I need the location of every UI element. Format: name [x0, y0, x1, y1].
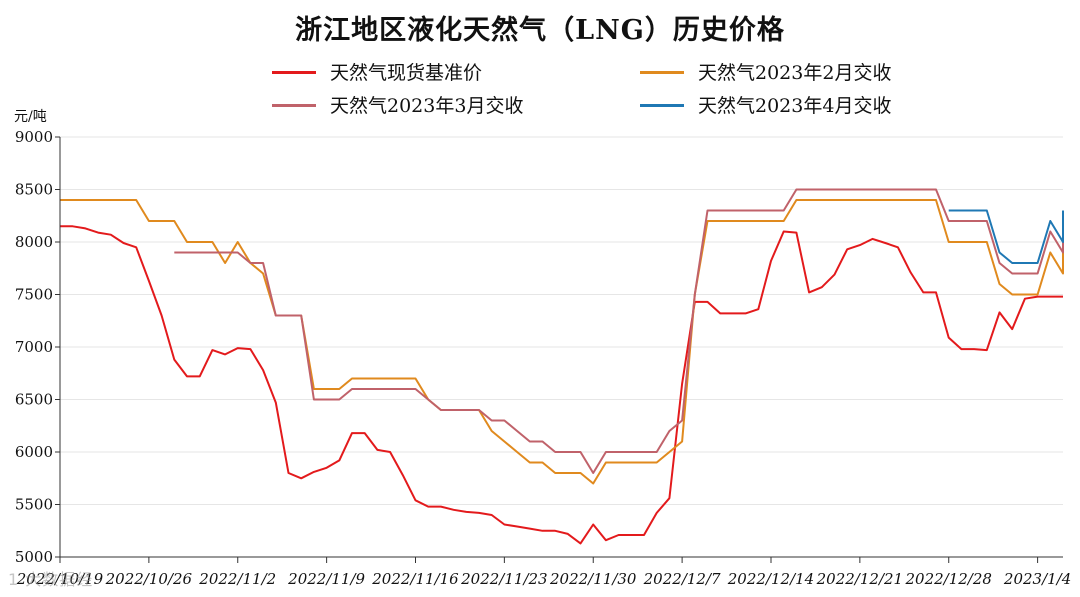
series-line-2 [174, 188, 1064, 474]
x-tick-label: 2022/11/16 [371, 570, 459, 588]
legend-item-feb: 天然气2023年2月交收 [640, 58, 891, 85]
legend-label-mar: 天然气2023年3月交收 [330, 95, 524, 117]
grid-lines [60, 136, 1063, 505]
legend-swatch-mar [272, 103, 316, 107]
x-tick-label: 2022/12/14 [727, 570, 814, 588]
series-line-0 [60, 225, 1063, 545]
axes [59, 137, 1063, 558]
chart-title: 浙江地区液化天然气（LNG）历史价格 [295, 15, 785, 46]
y-tick-label: 5000 [15, 548, 53, 566]
series-line-1 [60, 199, 1064, 485]
x-tick-label: 2023/1/4 [1003, 570, 1071, 588]
y-tick-label: 7500 [15, 286, 53, 304]
y-tick-label: 8500 [15, 181, 53, 199]
series-lines [60, 188, 1064, 545]
legend-label-apr: 天然气2023年4月交收 [698, 95, 892, 117]
x-tick-label: 2022/11/2 [198, 570, 276, 588]
legend-swatch-spot [272, 70, 316, 74]
y-tick-label: 6500 [15, 391, 53, 409]
legend-item-mar: 天然气2023年3月交收 [272, 91, 523, 118]
y-tick-label: 7000 [15, 338, 53, 356]
legend-label-spot: 天然气现货基准价 [330, 62, 483, 84]
y-axis-unit: 元/吨 [14, 109, 47, 125]
x-tick-label: 2022/10/19 [16, 570, 104, 588]
x-tick-label: 2022/11/9 [287, 570, 365, 588]
x-tick-label: 2022/11/30 [549, 570, 637, 588]
legend-item-apr: 天然气2023年4月交收 [640, 91, 891, 118]
legend-label-feb: 天然气2023年2月交收 [698, 62, 892, 84]
y-axis-ticks: 5000 5500 6000 6500 7000 7500 8000 8500 9000 [15, 128, 60, 566]
series-line-3 [948, 209, 1064, 264]
x-tick-label: 2022/11/23 [460, 570, 547, 588]
y-tick-label: 5500 [15, 496, 53, 514]
y-tick-label: 6000 [15, 443, 53, 461]
legend-swatch-feb [640, 70, 684, 74]
y-tick-label: 8000 [15, 233, 53, 251]
y-tick-label: 9000 [15, 128, 53, 146]
legend-item-spot: 天然气现货基准价 [272, 58, 482, 85]
x-tick-label: 2022/10/26 [105, 570, 193, 588]
x-tick-label: 2022/12/21 [816, 570, 903, 588]
x-axis-ticks: 2022/10/19 2022/10/26 2022/11/2 2022/11/9 20… [16, 557, 1071, 588]
x-tick-label: 2022/12/7 [643, 570, 721, 588]
watermark: 1 大数据经 [8, 570, 94, 589]
x-tick-label: 2022/12/28 [904, 570, 991, 588]
legend-swatch-apr [640, 103, 684, 107]
